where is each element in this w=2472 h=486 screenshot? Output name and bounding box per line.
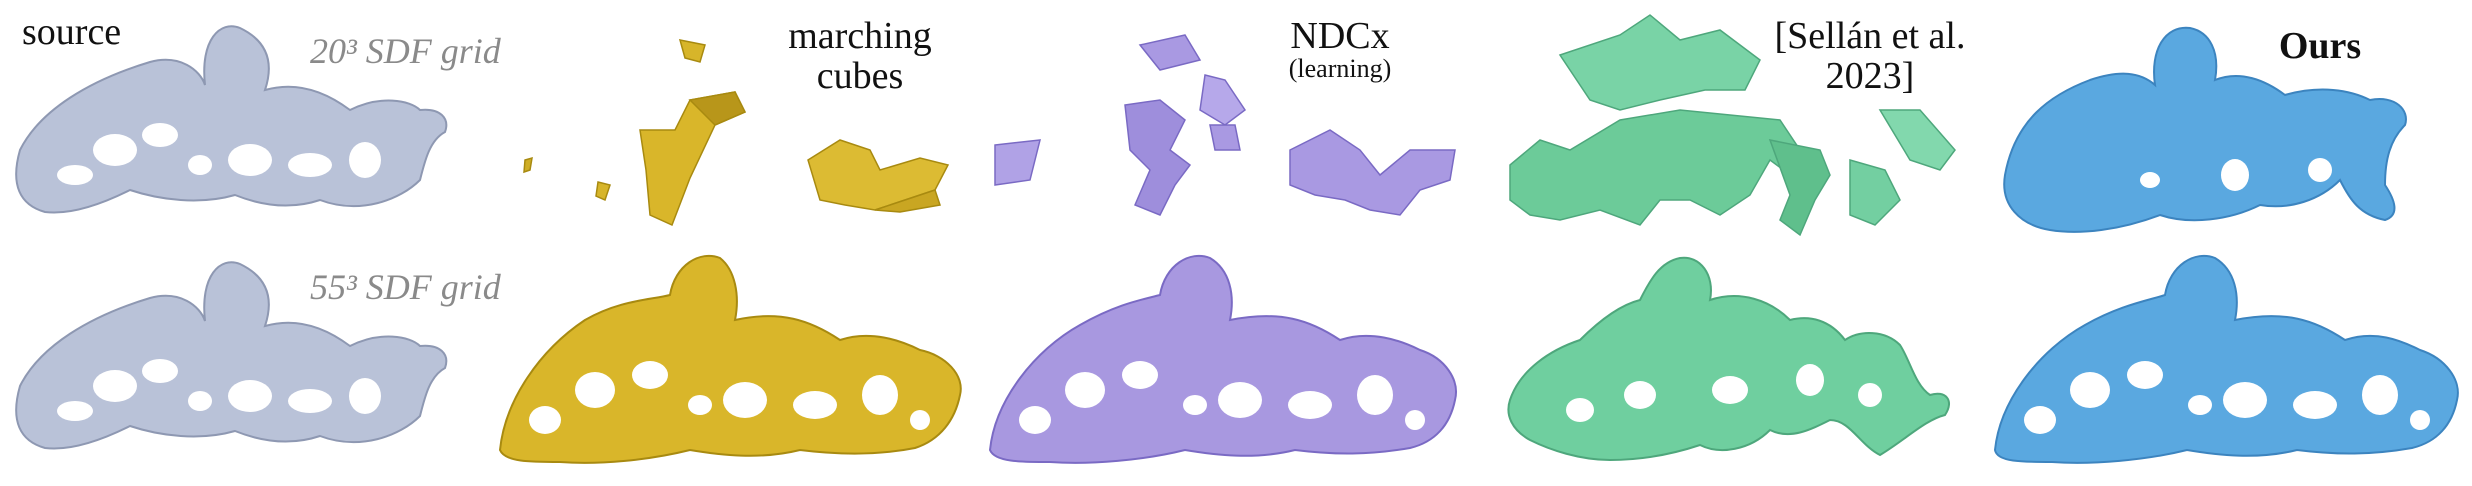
label-ndcx-sub: (learning) [1288, 54, 1392, 83]
label-ndcx-title: NDCx [1290, 15, 1390, 57]
sellan-mesh-top [1509, 14, 1956, 237]
label-sellan: [Sellán et al. 2023] [1740, 16, 2000, 96]
label-marching-cubes-line1: marching [788, 15, 932, 57]
label-ours: Ours [2278, 25, 2362, 67]
ndcx-mesh-top [994, 34, 1456, 216]
label-marching-cubes: marching cubes [750, 16, 970, 96]
source-mesh-bottom [15, 261, 448, 450]
sellan-mesh-bottom [1507, 256, 1950, 462]
label-marching-cubes-line2: cubes [816, 55, 904, 97]
label-ndcx: NDCx (learning) [1230, 16, 1450, 82]
ndcx-mesh-bottom [988, 254, 1457, 464]
source-mesh-top [15, 25, 448, 214]
label-grid-high: 55³ SDF grid [310, 267, 501, 307]
label-sellan-line2: 2023] [1825, 55, 1915, 97]
label-source: source [22, 11, 122, 53]
marching-cubes-mesh-bottom [498, 254, 962, 464]
label-sellan-line1: [Sellán et al. [1774, 15, 1966, 57]
marching-cubes-mesh-top [523, 39, 950, 227]
ours-mesh-top [2003, 26, 2407, 233]
ours-mesh-bottom [1993, 254, 2459, 464]
label-grid-low: 20³ SDF grid [310, 31, 501, 71]
